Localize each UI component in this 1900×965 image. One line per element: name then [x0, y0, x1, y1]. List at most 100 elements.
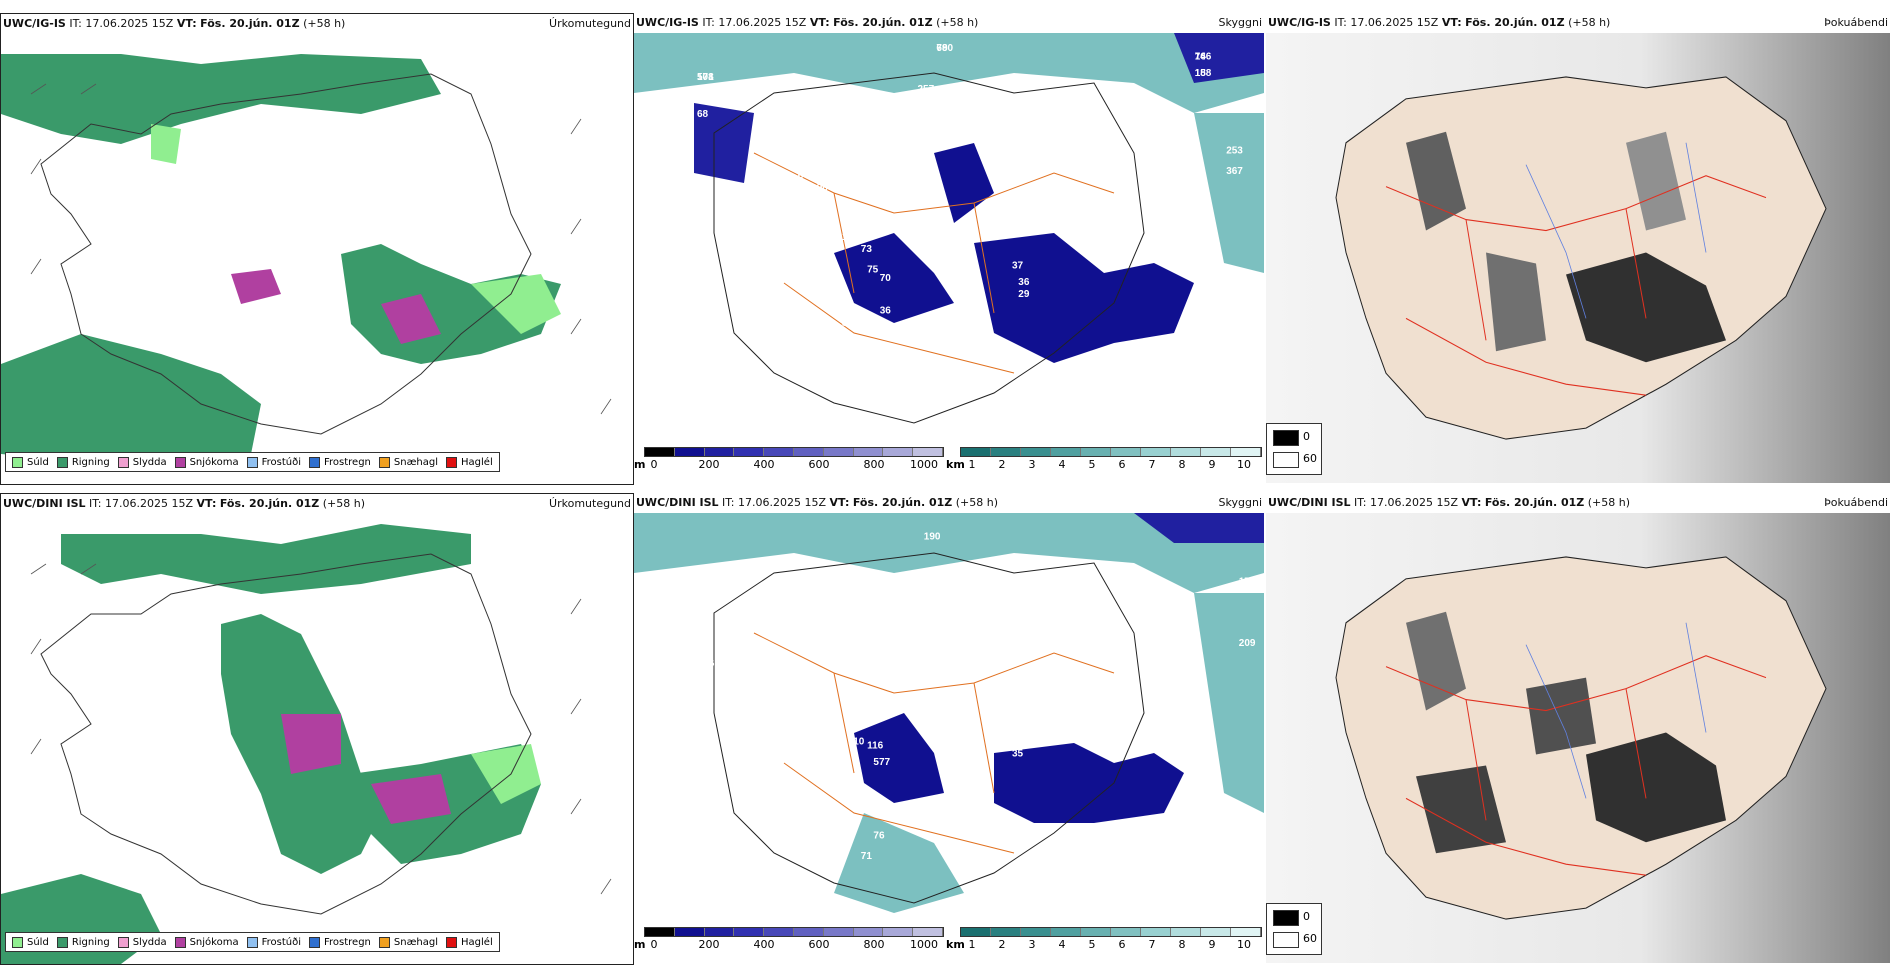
cloud-visibility-map[interactable]: 190 172 209 60 51 66 56 96 103 611 81 56 50 88 110 75 11… [634, 513, 1264, 923]
bar-segment [734, 448, 765, 456]
legend-item: Haglél [446, 456, 493, 468]
model-name: UWC/IG-IS [636, 16, 699, 29]
cloud-base-colorbar: m 0 200 400 600 800 1000 [634, 927, 944, 953]
valid-label: VT: [196, 497, 217, 510]
legend-item: Rigning [56, 936, 110, 948]
cloud-base-value: 75 [741, 757, 753, 768]
legend-swatch [246, 456, 258, 468]
bar-segment [764, 448, 794, 456]
cloud-base-value: 209 [1239, 638, 1256, 649]
cloud-base-value: 37 [1012, 261, 1024, 272]
bar-segment [674, 448, 705, 456]
valid-time: Fös. 20.jún. 01Z [219, 497, 320, 510]
fog-legend: 0 60 [1266, 903, 1322, 955]
lead-time: (+58 h) [955, 496, 999, 509]
bar-segment [823, 448, 854, 456]
legend-label: Rigning [71, 456, 110, 468]
cloud-base-value: 301 [792, 798, 809, 809]
panel-header: UWC/IG-IS IT: 17.06.2025 15Z VT: Fös. 20… [1266, 13, 1890, 33]
legend-label: Frostregn [324, 456, 371, 468]
precip-type-panel: UWC/DINI ISL IT: 17.06.2025 15Z VT: Fös.… [0, 493, 634, 965]
legend-item: Súld [12, 456, 49, 468]
tick-label: 2 [998, 938, 1006, 951]
cloud-base-value: 60 [716, 585, 728, 596]
legend-label: Slydda [132, 936, 167, 948]
bar-segment [1231, 928, 1261, 936]
legend-label: Snæhagl [393, 456, 439, 468]
legend-label: 60 [1303, 452, 1317, 465]
bar-segment [1111, 448, 1141, 456]
legend-label: 60 [1303, 932, 1317, 945]
cloud-base-value: 77 [798, 142, 810, 153]
init-time: 17.06.2025 15Z [105, 497, 194, 510]
cloud-base-colorbar: m 0 200 400 600 800 1000 [634, 447, 944, 473]
cloud-base-value: 35 [1012, 749, 1024, 760]
cloud-base-value: 76 [873, 831, 885, 842]
tick-label: 600 [808, 458, 830, 471]
legend-swatch [117, 456, 129, 468]
precip-map[interactable] [1, 514, 633, 964]
legend-label: Frostregn [324, 936, 371, 948]
cloud-base-value: 110 [710, 88, 727, 99]
legend-swatch [56, 456, 68, 468]
legend-label: Frostúði [261, 936, 301, 948]
init-time: 17.06.2025 15Z [718, 16, 807, 29]
panel-title: Skyggni [1218, 16, 1262, 29]
legend-swatch-black [1273, 430, 1299, 446]
tick-label: 6 [1118, 938, 1126, 951]
legend-label: 0 [1303, 910, 1310, 923]
valid-label: VT: [1461, 496, 1482, 509]
cloud-base-value: 35 [962, 761, 974, 772]
legend-item: Slydda [117, 456, 167, 468]
cloud-base-value: 85 [842, 318, 854, 329]
cloud-base-value: 53 [678, 252, 690, 263]
fog-panel: UWC/DINI ISL IT: 17.06.2025 15Z VT: Fös.… [1266, 493, 1900, 963]
legend-item: Súld [12, 936, 49, 948]
bar-segment [1081, 928, 1111, 936]
bar-segment [793, 928, 824, 936]
cloud-base-value: 253 [1226, 146, 1243, 157]
cloud-base-value: 780 [936, 43, 953, 54]
bar-segment [1231, 448, 1261, 456]
bar-segment [1051, 928, 1081, 936]
legend-swatch [309, 936, 320, 948]
tick-label: 1 [968, 458, 976, 471]
bar-segment [1201, 448, 1231, 456]
cloud-base-value: 367 [1226, 166, 1243, 177]
model-row-1: UWC/IG-IS IT: 17.06.2025 15Z VT: Fös. 20… [0, 13, 1900, 485]
fog-map[interactable] [1266, 513, 1890, 963]
cloud-base-value: 110 [848, 736, 865, 747]
precip-legend: Súld Rigning Slydda Snjókoma Frostúði Fr… [5, 452, 500, 472]
cloud-base-value: 68 [697, 109, 709, 120]
precip-legend: Súld Rigning Slydda Snjókoma Frostúði Fr… [5, 932, 500, 952]
tick-label: 9 [1208, 938, 1216, 951]
cloud-base-value: 577 [873, 757, 890, 768]
panel-header: UWC/IG-IS IT: 17.06.2025 15Z VT: Fös. 20… [1, 14, 633, 34]
panel-info: UWC/IG-IS IT: 17.06.2025 15Z VT: Fös. 20… [636, 13, 978, 33]
legend-item: Haglél [446, 936, 493, 948]
tick-label: 200 [698, 938, 720, 951]
cloud-base-value: 66 [703, 659, 715, 670]
cloud-visibility-map[interactable]: 780 146 158 101 110 109 68 71 257 253 367 77 64 96 62 1… [634, 33, 1264, 443]
lead-time: (+58 h) [1568, 16, 1611, 29]
valid-label: VT: [829, 496, 850, 509]
fog-map[interactable] [1266, 33, 1890, 483]
bar-segment [734, 928, 765, 936]
bar-segment [991, 928, 1021, 936]
cloud-visibility-panel: UWC/IG-IS IT: 17.06.2025 15Z VT: Fös. 20… [634, 13, 1264, 483]
legend-swatch [378, 456, 390, 468]
cloud-base-value: 81 [855, 695, 867, 706]
panel-header: UWC/IG-IS IT: 17.06.2025 15Z VT: Fös. 20… [634, 13, 1264, 33]
legend-label: Haglél [461, 936, 493, 948]
lead-time: (+58 h) [303, 17, 346, 30]
legend-item: Frostregn [309, 456, 371, 468]
valid-time: Fös. 20.jún. 01Z [1484, 496, 1585, 509]
visibility-bar [960, 927, 1262, 937]
cloud-visibility-panel: UWC/DINI ISL IT: 17.06.2025 15Z VT: Fös.… [634, 493, 1264, 963]
precip-type-panel: UWC/IG-IS IT: 17.06.2025 15Z VT: Fös. 20… [0, 13, 634, 485]
legend-label: Haglél [461, 456, 493, 468]
cloud-base-value: 101 [842, 232, 859, 243]
legend-item: Snjókoma [174, 456, 239, 468]
precip-map[interactable] [1, 34, 633, 484]
tick-label: 3 [1028, 938, 1036, 951]
